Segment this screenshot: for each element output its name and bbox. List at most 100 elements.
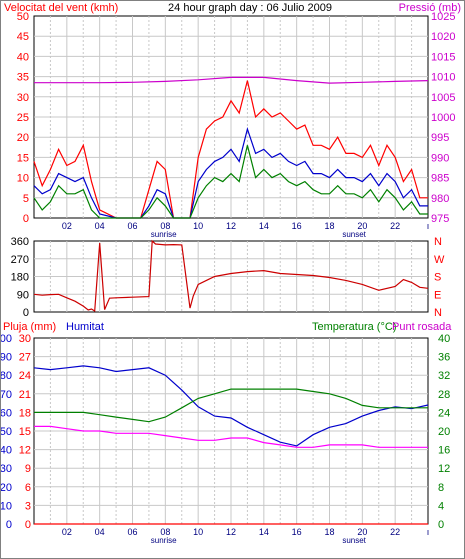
humidity-y-tick-label: 20 xyxy=(0,482,12,494)
pressure-y-tick-label: 1000 xyxy=(431,112,455,124)
pressure-y-tick-label: 975 xyxy=(431,213,449,225)
avg-line xyxy=(33,126,428,219)
climate-panel-x-tick-label: 20 xyxy=(357,527,367,537)
pressure-y-tick-label: 1025 xyxy=(431,11,455,23)
humidity-y-tick-label: 10 xyxy=(0,500,12,512)
wind-y-tick-label: 15 xyxy=(17,152,29,164)
pressure-y-tick-label: 995 xyxy=(431,132,449,144)
climate-panel-sunrise-label: sunrise xyxy=(151,536,177,545)
temperature-axis-label: Temperatura (°C) xyxy=(312,321,396,333)
climate-panel-sunset-label: sunset xyxy=(342,536,366,545)
wind-y-tick-label: 20 xyxy=(17,132,29,144)
dewpoint-axis-label: Punt rosada xyxy=(392,321,452,333)
rain-y-tick-label: 30 xyxy=(19,333,31,345)
rain-y-tick-label: 27 xyxy=(19,352,31,364)
humidity-y-tick-label: 0 xyxy=(6,519,12,531)
temperature-y-tick-label: 24 xyxy=(438,407,450,419)
humidity-y-tick-label: 90 xyxy=(0,352,12,364)
temperature-y-tick-label: 8 xyxy=(438,482,444,494)
humidity-y-tick-label: 60 xyxy=(0,407,12,419)
gust-line xyxy=(33,80,428,219)
direction-y-tick-label: 270 xyxy=(11,254,29,266)
direction-compass-label: S xyxy=(434,272,441,284)
rain-y-tick-label: 3 xyxy=(25,500,31,512)
climate-panel-x-tick-label: 06 xyxy=(127,527,137,537)
humidity-y-tick-label: 80 xyxy=(0,370,12,382)
wind-panel-x-tick-label: 22 xyxy=(390,221,400,231)
temperature-y-tick-label: 28 xyxy=(438,389,450,401)
wind-line xyxy=(33,145,428,219)
climate-panel-x-tick-label: 12 xyxy=(226,527,236,537)
pressure-line xyxy=(34,76,429,84)
wind-panel-sunset-label: sunset xyxy=(342,230,366,239)
wind-panel-x-tick-label: 14 xyxy=(259,221,269,231)
temperature-y-tick-label: 20 xyxy=(438,426,450,438)
humidity-y-tick-label: 30 xyxy=(0,463,12,475)
wind-y-tick-label: 30 xyxy=(17,92,29,104)
rain-y-tick-label: 18 xyxy=(19,407,31,419)
wind-y-tick-label: 5 xyxy=(23,193,29,205)
direction-compass-label: E xyxy=(434,289,441,301)
rain-y-tick-label: 9 xyxy=(25,463,31,475)
rain-y-tick-label: 12 xyxy=(19,445,31,457)
direction-y-tick-label: 360 xyxy=(11,236,29,248)
direction-line xyxy=(33,239,429,313)
direction-y-tick-label: 90 xyxy=(17,289,29,301)
direction-y-tick-label: 180 xyxy=(11,272,29,284)
wind-panel-x-tick-end: ı xyxy=(427,221,430,231)
dewpoint-line xyxy=(34,425,428,448)
humidity-y-tick-label: 50 xyxy=(0,426,12,438)
chart-title: 24 hour graph day : 06 Julio 2009 xyxy=(168,2,332,14)
wind-y-tick-label: 25 xyxy=(17,112,29,124)
wind-panel-x-tick-label: 16 xyxy=(292,221,302,231)
direction-compass-label: N xyxy=(434,307,442,319)
wind-panel-x-tick-label: 08 xyxy=(160,221,170,231)
climate-panel-x-tick-label: 22 xyxy=(390,527,400,537)
rain-y-tick-label: 6 xyxy=(25,482,31,494)
climate-panel-x-tick-label: 04 xyxy=(95,527,105,537)
wind-panel-x-tick-label: 12 xyxy=(226,221,236,231)
wind-y-tick-label: 0 xyxy=(23,213,29,225)
temperature-y-tick-label: 0 xyxy=(438,519,444,531)
temperature-y-tick-label: 32 xyxy=(438,370,450,382)
direction-y-tick-label: 0 xyxy=(23,307,29,319)
pressure-y-tick-label: 1005 xyxy=(431,92,455,104)
wind-panel-sunrise-label: sunrise xyxy=(151,230,177,239)
wind-y-tick-label: 10 xyxy=(17,173,29,185)
wind-panel-x-tick-label: 04 xyxy=(95,221,105,231)
wind-panel-x-tick-label: 18 xyxy=(324,221,334,231)
temperature-y-tick-label: 36 xyxy=(438,352,450,364)
wind-y-tick-label: 45 xyxy=(17,31,29,43)
wind-y-tick-label: 40 xyxy=(17,51,29,63)
wind-panel-x-tick-label: 20 xyxy=(357,221,367,231)
direction-compass-label: W xyxy=(434,254,445,266)
temperature-y-tick-label: 4 xyxy=(438,500,444,512)
temperature-y-tick-label: 12 xyxy=(438,463,450,475)
pressure-y-tick-label: 1020 xyxy=(431,31,455,43)
temperature-line xyxy=(34,388,428,423)
humidity-y-tick-label: 40 xyxy=(0,445,12,457)
climate-panel-x-tick-label: 14 xyxy=(259,527,269,537)
wind-panel-x-tick-label: 02 xyxy=(62,221,72,231)
temperature-y-tick-label: 40 xyxy=(438,333,450,345)
pressure-y-tick-label: 1015 xyxy=(431,51,455,63)
climate-panel-x-tick-label: 02 xyxy=(62,527,72,537)
pressure-y-tick-label: 985 xyxy=(431,173,449,185)
climate-panel-x-tick-label: 18 xyxy=(324,527,334,537)
climate-panel-x-tick-end: ı xyxy=(427,527,430,537)
pressure-y-tick-label: 1010 xyxy=(431,72,455,84)
rain-y-tick-label: 21 xyxy=(19,389,31,401)
rain-y-tick-label: 0 xyxy=(25,519,31,531)
humidity-line xyxy=(33,365,429,447)
climate-panel-x-tick-label: 10 xyxy=(193,527,203,537)
rain-y-tick-label: 15 xyxy=(19,426,31,438)
wind-y-tick-label: 35 xyxy=(17,72,29,84)
wind-panel-x-tick-label: 06 xyxy=(127,221,137,231)
pressure-y-tick-label: 980 xyxy=(431,193,449,205)
temperature-y-tick-label: 16 xyxy=(438,445,450,457)
humidity-y-tick-label: 70 xyxy=(0,389,12,401)
humidity-axis-label: Humitat xyxy=(66,321,104,333)
wind-panel-x-tick-label: 10 xyxy=(193,221,203,231)
wind-y-tick-label: 50 xyxy=(17,11,29,23)
